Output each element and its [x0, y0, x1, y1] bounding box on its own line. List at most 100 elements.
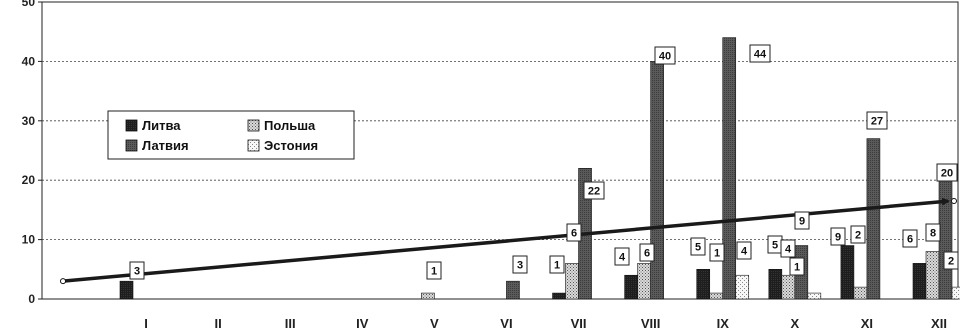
bar-lithuania — [119, 280, 134, 300]
legend-swatch-lithuania — [125, 119, 138, 132]
x-tick-label: IX — [717, 316, 730, 331]
data-label: 9 — [799, 216, 805, 228]
data-label-box — [936, 163, 958, 182]
bar-estonia — [951, 286, 960, 300]
data-label: 1 — [554, 260, 560, 272]
bar-poland — [709, 292, 724, 300]
data-label: 2 — [948, 256, 954, 268]
data-label-box — [639, 243, 655, 262]
legend-label-lithuania: Литва — [142, 118, 181, 133]
bars — [119, 37, 960, 300]
trendline-start-dot — [60, 278, 66, 285]
legend: Литва Польша Латвия Эстония — [107, 110, 355, 160]
bar-lithuania — [624, 274, 638, 300]
legend-box — [107, 110, 355, 160]
data-label: 20 — [941, 168, 953, 180]
data-label: 6 — [571, 228, 577, 240]
x-tick-label: II — [214, 316, 221, 331]
x-tick-label: IV — [356, 316, 369, 331]
data-label: 1 — [714, 248, 720, 260]
data-label-box — [789, 257, 805, 276]
x-tick-label: V — [430, 316, 439, 331]
y-tick-label: 40 — [22, 54, 36, 68]
data-label-box — [866, 111, 888, 130]
data-label: 22 — [588, 186, 600, 198]
y-axis: 0 10 20 30 40 50 — [22, 0, 42, 306]
legend-swatch-estonia — [247, 139, 260, 152]
bar-lithuania — [912, 263, 927, 300]
data-label: 6 — [907, 234, 913, 246]
data-label-box — [426, 261, 442, 280]
bar-latvia — [506, 280, 520, 300]
data-label: 8 — [930, 228, 936, 240]
data-label-box — [690, 237, 706, 256]
data-label: 27 — [871, 116, 883, 128]
bar-poland — [637, 263, 651, 300]
y-tick-label: 10 — [22, 233, 36, 247]
data-label: 40 — [659, 51, 671, 63]
data-label-box — [780, 239, 796, 258]
data-label-box — [830, 227, 846, 246]
bar-poland — [565, 263, 579, 300]
data-label: 1 — [794, 262, 800, 274]
bar-lithuania — [840, 245, 855, 300]
x-axis: I II III IV V VI VII VIII IX X XI XII — [144, 316, 947, 331]
bar-latvia — [866, 138, 881, 300]
bar-poland — [925, 251, 940, 300]
data-label: 9 — [835, 232, 841, 244]
bar-poland — [853, 286, 868, 300]
x-tick-label: VIII — [641, 316, 661, 331]
y-tick-label: 50 — [22, 0, 36, 9]
trendline-end-dot — [951, 197, 957, 204]
data-label-box — [654, 46, 676, 65]
data-label: 4 — [785, 244, 792, 256]
x-tick-label: VI — [500, 316, 512, 331]
bar-latvia — [722, 37, 737, 300]
data-label-box — [129, 261, 145, 280]
bar-poland — [781, 274, 796, 300]
data-label: 44 — [754, 49, 767, 61]
x-tick-label: XII — [931, 316, 947, 331]
bar-latvia — [938, 179, 953, 300]
legend-label-poland: Польша — [264, 118, 316, 133]
data-label: 2 — [855, 230, 861, 242]
data-label-box — [850, 225, 866, 244]
y-tick-label: 30 — [22, 114, 36, 128]
data-label-box — [566, 223, 582, 242]
y-tick-label: 20 — [22, 173, 36, 187]
data-label-box — [902, 229, 918, 248]
data-label: 4 — [619, 252, 626, 264]
x-tick-label: I — [144, 316, 148, 331]
legend-label-latvia: Латвия — [142, 138, 189, 153]
legend-swatch-latvia — [125, 139, 138, 152]
data-label-box — [943, 251, 959, 270]
legend-swatch-poland — [247, 119, 260, 132]
data-label: 5 — [695, 242, 701, 254]
data-label-box — [583, 181, 605, 200]
x-tick-label: III — [285, 316, 296, 331]
data-label: 4 — [741, 246, 748, 258]
bar-lithuania — [696, 268, 711, 300]
data-label-box — [794, 211, 810, 230]
data-label-box — [925, 223, 941, 242]
data-label-box — [749, 44, 771, 63]
data-label-box — [549, 255, 565, 274]
bar-lithuania — [552, 292, 566, 300]
y-tick-label: 0 — [28, 292, 35, 306]
bar-lithuania — [768, 268, 783, 300]
x-tick-label: X — [790, 316, 799, 331]
x-tick-label: XI — [861, 316, 873, 331]
data-label: 5 — [772, 240, 778, 252]
data-label-box — [709, 243, 725, 262]
bar-latvia — [650, 61, 664, 300]
bar-estonia — [735, 274, 750, 300]
data-label: 3 — [134, 266, 140, 278]
bar-poland — [421, 292, 435, 300]
data-label: 1 — [431, 266, 437, 278]
data-label-box — [736, 241, 752, 260]
bar-estonia — [807, 292, 822, 300]
data-label-box — [512, 255, 528, 274]
legend-label-estonia: Эстония — [264, 138, 318, 153]
